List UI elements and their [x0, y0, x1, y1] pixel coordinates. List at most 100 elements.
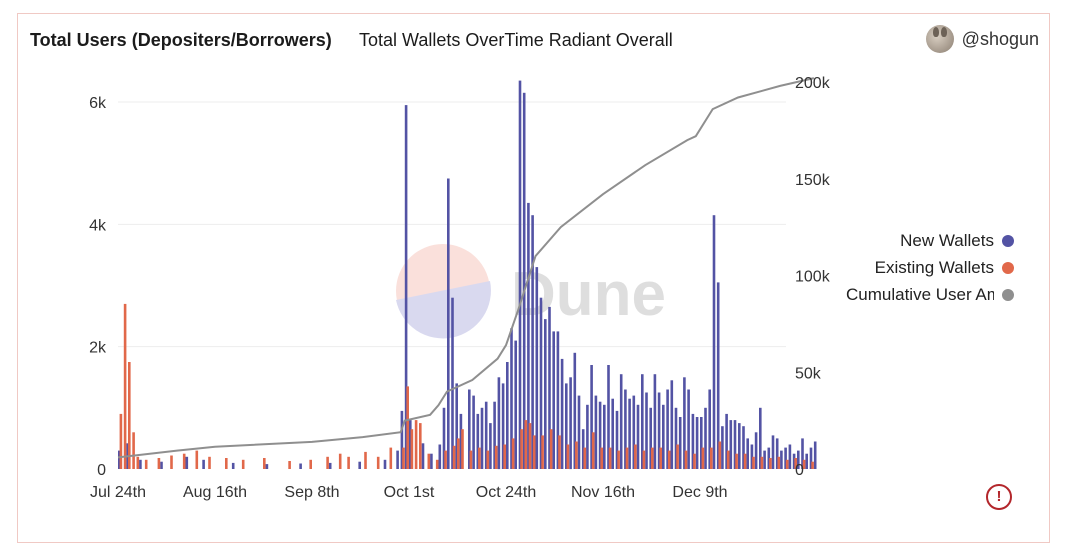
bar-existing-wallets [486, 450, 490, 469]
svg-text:Dune: Dune [511, 260, 666, 329]
bar-existing-wallets [338, 453, 342, 469]
x-tick-label: Dec 9th [672, 484, 727, 501]
bar-existing-wallets [494, 445, 498, 469]
bar-new-wallets [556, 331, 560, 469]
bar-new-wallets [527, 202, 530, 469]
y-left-tick-label: 6k [89, 95, 107, 112]
legend-dot-icon [1002, 261, 1014, 274]
bar-new-wallets [754, 432, 758, 469]
legend-label: Existing Wallets [874, 257, 994, 277]
bar-new-wallets [497, 377, 501, 470]
x-tick-label: Aug 16th [183, 484, 247, 501]
bar-new-wallets [746, 438, 749, 469]
bar-new-wallets [573, 352, 577, 469]
bar-new-wallets [531, 215, 534, 469]
bar-new-wallets [514, 340, 517, 469]
alert-circle-icon[interactable]: ! [986, 484, 1012, 510]
bar-new-wallets [493, 401, 496, 469]
bar-existing-wallets [575, 441, 578, 469]
bar-new-wallets [484, 401, 488, 469]
bar-new-wallets [649, 407, 652, 469]
avatar[interactable] [925, 25, 954, 53]
bar-existing-wallets [583, 447, 587, 469]
bar-existing-wallets [524, 420, 528, 469]
legend-existing-wallets[interactable]: Existing Wallets [836, 254, 1014, 281]
bar-new-wallets [603, 404, 606, 469]
legend-new-wallets[interactable]: New Wallets [836, 227, 1014, 254]
bar-existing-wallets [157, 458, 161, 469]
bar-new-wallets [721, 426, 724, 469]
y-left-tick-label: 0 [97, 462, 106, 479]
bar-new-wallets [506, 362, 509, 469]
bar-new-wallets [265, 464, 269, 469]
bar-existing-wallets [693, 453, 696, 469]
bar-existing-wallets [427, 453, 431, 469]
bar-new-wallets [409, 420, 412, 469]
bar-existing-wallets [128, 362, 131, 469]
bar-new-wallets [185, 456, 189, 469]
bar-existing-wallets [410, 429, 414, 469]
bar-new-wallets [548, 306, 551, 469]
y-right-tick-label: 50k [795, 365, 822, 382]
bar-existing-wallets [667, 450, 671, 469]
bar-existing-wallets [452, 445, 456, 469]
bar-new-wallets [598, 401, 602, 469]
bar-existing-wallets [802, 459, 806, 469]
bar-existing-wallets [136, 456, 140, 469]
legend-label: Cumulative User Amount [846, 284, 994, 304]
bar-new-wallets [641, 374, 644, 469]
bar-existing-wallets [347, 456, 350, 469]
bar-new-wallets [666, 389, 669, 469]
bar-new-wallets [451, 297, 454, 469]
bar-new-wallets [358, 461, 361, 469]
author-badge[interactable]: @shogun [925, 25, 1039, 53]
bar-new-wallets [611, 398, 614, 469]
bar-new-wallets [581, 429, 585, 469]
bar-existing-wallets [123, 303, 127, 469]
bar-new-wallets [476, 413, 480, 469]
bar-new-wallets [565, 383, 568, 469]
legend-cumulative-users[interactable]: Cumulative User Amount [836, 281, 1014, 308]
bar-new-wallets [468, 389, 471, 469]
bar-new-wallets [628, 398, 631, 469]
y-right-tick-label: 100k [795, 269, 831, 286]
bar-existing-wallets [532, 435, 536, 469]
bar-new-wallets [767, 447, 771, 469]
bar-new-wallets [472, 395, 475, 469]
bar-new-wallets [645, 392, 648, 469]
bar-new-wallets [662, 404, 665, 469]
bar-new-wallets [383, 459, 387, 469]
bar-existing-wallets [541, 435, 544, 469]
bar-new-wallets [118, 450, 121, 469]
bar-new-wallets [687, 389, 690, 469]
bar-existing-wallets [469, 450, 473, 469]
bar-new-wallets [139, 459, 142, 469]
bar-new-wallets [400, 410, 404, 469]
bar-new-wallets [813, 441, 817, 469]
legend-dot-icon [1002, 288, 1014, 301]
bar-existing-wallets [608, 447, 612, 469]
bar-new-wallets [459, 413, 463, 469]
bar-existing-wallets [811, 461, 814, 469]
bar-existing-wallets [132, 432, 135, 469]
bar-new-wallets [657, 392, 661, 469]
bar-existing-wallets [195, 450, 199, 469]
bar-new-wallets [619, 374, 623, 469]
bar-new-wallets [202, 459, 205, 469]
bar-new-wallets [716, 282, 720, 469]
y-right-tick-label: 0 [795, 462, 804, 479]
bar-existing-wallets [617, 450, 620, 469]
bar-new-wallets [615, 410, 619, 469]
chart-title: Total Users (Depositers/Borrowers) [30, 30, 332, 50]
bar-existing-wallets [376, 456, 380, 469]
bar-new-wallets [594, 395, 598, 469]
y-right-tick-label: 200k [795, 75, 831, 92]
bar-new-wallets [501, 383, 505, 469]
author-username[interactable]: @shogun [961, 28, 1039, 49]
bar-new-wallets [421, 443, 425, 469]
x-tick-label: Oct 1st [384, 484, 435, 501]
bar-existing-wallets [659, 447, 662, 469]
legend-dot-icon [1002, 234, 1014, 247]
bar-new-wallets [700, 417, 703, 469]
